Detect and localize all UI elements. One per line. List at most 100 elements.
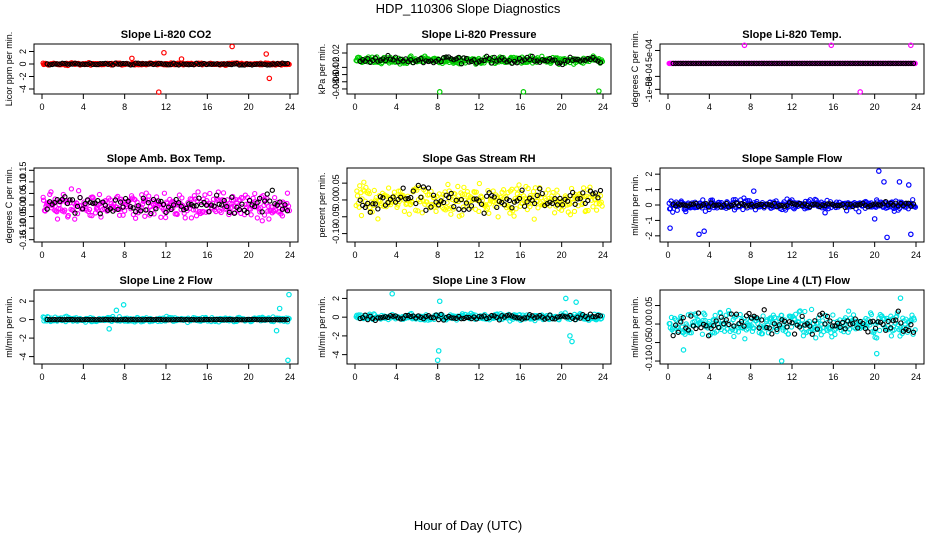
mean-point xyxy=(375,58,381,64)
outlier-point xyxy=(106,326,112,332)
mean-point xyxy=(491,194,497,200)
y-tick-label: -0.10 xyxy=(331,223,341,244)
mean-point xyxy=(673,322,679,328)
mean-point xyxy=(862,60,869,67)
mean-point xyxy=(862,325,869,332)
mean-point xyxy=(274,202,281,208)
mean-point xyxy=(900,60,907,67)
mean-point xyxy=(105,61,111,67)
data-point xyxy=(682,331,688,337)
x-tick-label: 16 xyxy=(202,102,212,112)
mean-point xyxy=(438,311,444,318)
y-tick-label: -0.10 xyxy=(18,218,28,239)
mean-point xyxy=(700,201,707,208)
mean-point xyxy=(269,187,275,193)
black-points xyxy=(44,187,291,217)
mean-point xyxy=(178,203,184,209)
outlier-point xyxy=(680,347,687,353)
mean-point xyxy=(685,60,691,67)
mean-point xyxy=(741,323,747,329)
mean-point xyxy=(703,200,709,207)
mean-point xyxy=(400,185,406,191)
mean-point xyxy=(908,322,914,328)
mean-point xyxy=(84,61,91,67)
mean-point xyxy=(592,314,599,320)
mean-point xyxy=(221,197,227,204)
data-point xyxy=(525,185,531,192)
outlier-point xyxy=(897,295,904,301)
data-point xyxy=(174,211,180,217)
mean-point xyxy=(148,210,154,217)
mean-point xyxy=(779,202,785,209)
data-point xyxy=(461,184,467,191)
mean-point xyxy=(534,192,540,199)
mean-point xyxy=(516,315,523,321)
mean-point xyxy=(435,202,442,208)
mean-point xyxy=(486,190,492,196)
mean-point xyxy=(262,317,268,323)
data-point xyxy=(797,308,803,314)
mean-point xyxy=(183,61,189,67)
mean-point xyxy=(562,57,568,64)
data-point xyxy=(153,194,160,200)
mean-point xyxy=(181,317,187,323)
mean-point xyxy=(504,59,510,65)
mean-point xyxy=(789,320,795,326)
panel-3: Slope Li-820 Temp. 0 4 8 12 16 20 24 5e-04-5e-04… xyxy=(630,29,925,112)
data-point xyxy=(910,197,916,203)
mean-point xyxy=(819,310,826,316)
outlier-point xyxy=(436,298,443,305)
mean-point xyxy=(769,331,775,337)
y-axis-label: percent per min. xyxy=(317,172,327,237)
mean-point xyxy=(122,60,129,67)
mean-point xyxy=(577,196,583,202)
mean-point xyxy=(486,55,492,62)
mean-point xyxy=(882,327,889,333)
data-point xyxy=(759,330,766,337)
mean-point xyxy=(695,203,702,209)
mean-point xyxy=(705,204,712,210)
data-point xyxy=(47,191,53,198)
data-point xyxy=(726,311,732,317)
mean-point xyxy=(824,201,831,207)
mean-point xyxy=(133,60,139,66)
mean-point xyxy=(494,58,500,64)
data-point xyxy=(422,188,429,195)
data-point xyxy=(74,210,81,217)
black-points xyxy=(670,60,917,67)
data-point xyxy=(231,203,237,209)
mean-point xyxy=(138,317,144,323)
mean-point xyxy=(471,196,477,202)
mean-point xyxy=(208,202,215,208)
mean-point xyxy=(163,61,169,67)
mean-point xyxy=(733,311,740,317)
mean-point xyxy=(256,317,263,323)
mean-point xyxy=(827,60,833,67)
mean-point xyxy=(852,60,858,67)
mean-point xyxy=(72,317,78,323)
mean-point xyxy=(675,60,681,67)
data-point xyxy=(725,307,732,314)
data-point xyxy=(484,205,491,212)
mean-point xyxy=(559,61,566,68)
mean-point xyxy=(117,317,124,323)
mean-point xyxy=(405,312,411,319)
data-point xyxy=(72,216,78,222)
mean-point xyxy=(357,315,363,322)
mean-point xyxy=(753,202,760,209)
mean-point xyxy=(418,55,424,62)
mean-point xyxy=(756,60,762,67)
mean-point xyxy=(397,316,404,322)
data-point xyxy=(459,212,465,218)
mean-point xyxy=(112,317,119,323)
x-tick-label: 16 xyxy=(202,372,212,382)
mean-point xyxy=(521,203,528,209)
outlier-point xyxy=(286,291,292,298)
mean-point xyxy=(198,317,205,323)
mean-point xyxy=(728,311,734,317)
mean-point xyxy=(127,317,134,323)
mean-point xyxy=(703,60,709,67)
data-point xyxy=(813,335,819,341)
mean-point xyxy=(829,60,836,67)
mean-point xyxy=(910,60,917,67)
